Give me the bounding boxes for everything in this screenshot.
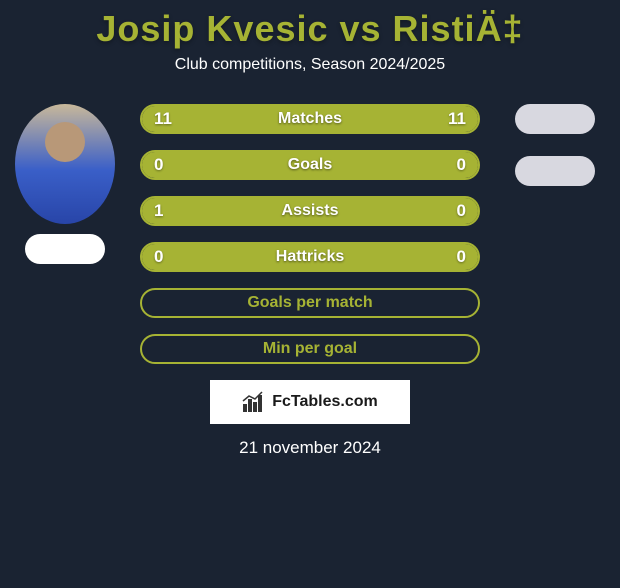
comparison-content: 11 11 Matches 0 0 Goals 1 0 Assists 0 0 Hattricks Go… [0, 104, 620, 458]
stat-label: Goals [288, 156, 332, 174]
page-subtitle: Club competitions, Season 2024/2025 [0, 56, 620, 74]
stat-bar: 11 11 Matches [140, 104, 480, 134]
stat-bar-empty: Min per goal [140, 334, 480, 364]
stat-value-left: 0 [154, 247, 163, 267]
stat-value-right: 0 [457, 155, 466, 175]
player-right-column [500, 104, 610, 186]
page-title: Josip Kvesic vs RistiÄ‡ [0, 8, 620, 50]
stat-bar-left: 0 [142, 152, 310, 178]
stat-value-left: 0 [154, 155, 163, 175]
stat-bar: 0 0 Goals [140, 150, 480, 180]
stat-label: Min per goal [263, 340, 357, 358]
player-left-photo [15, 104, 115, 224]
stat-value-right: 0 [457, 247, 466, 267]
stat-bar-left: 1 [142, 198, 401, 224]
stat-bars: 11 11 Matches 0 0 Goals 1 0 Assists 0 0 Hattricks Go… [140, 104, 480, 364]
stat-row-goals-per-match: Goals per match [140, 288, 480, 318]
team-badge-right-1 [515, 104, 595, 134]
stat-bar: 1 0 Assists [140, 196, 480, 226]
stat-value-left: 11 [154, 109, 172, 129]
stat-row-goals: 0 0 Goals [140, 150, 480, 180]
stat-label: Hattricks [276, 248, 344, 266]
stat-row-matches: 11 11 Matches [140, 104, 480, 134]
team-badge-left [25, 234, 105, 264]
stat-value-right: 0 [457, 201, 466, 221]
stat-value-left: 1 [154, 201, 163, 221]
stat-row-assists: 1 0 Assists [140, 196, 480, 226]
watermark-text: FcTables.com [272, 393, 378, 411]
chart-icon [242, 391, 264, 413]
date-label: 21 november 2024 [10, 438, 610, 458]
stat-bar-right: 0 [401, 198, 478, 224]
stat-label: Goals per match [247, 294, 372, 312]
stat-value-right: 11 [448, 109, 466, 129]
watermark: FcTables.com [210, 380, 410, 424]
stat-label: Assists [282, 202, 339, 220]
stat-bar-empty: Goals per match [140, 288, 480, 318]
player-left-column [10, 104, 120, 264]
stat-bar: 0 0 Hattricks [140, 242, 480, 272]
stat-bar-right: 0 [310, 152, 478, 178]
stat-label: Matches [278, 110, 342, 128]
stat-row-min-per-goal: Min per goal [140, 334, 480, 364]
stat-row-hattricks: 0 0 Hattricks [140, 242, 480, 272]
team-badge-right-2 [515, 156, 595, 186]
